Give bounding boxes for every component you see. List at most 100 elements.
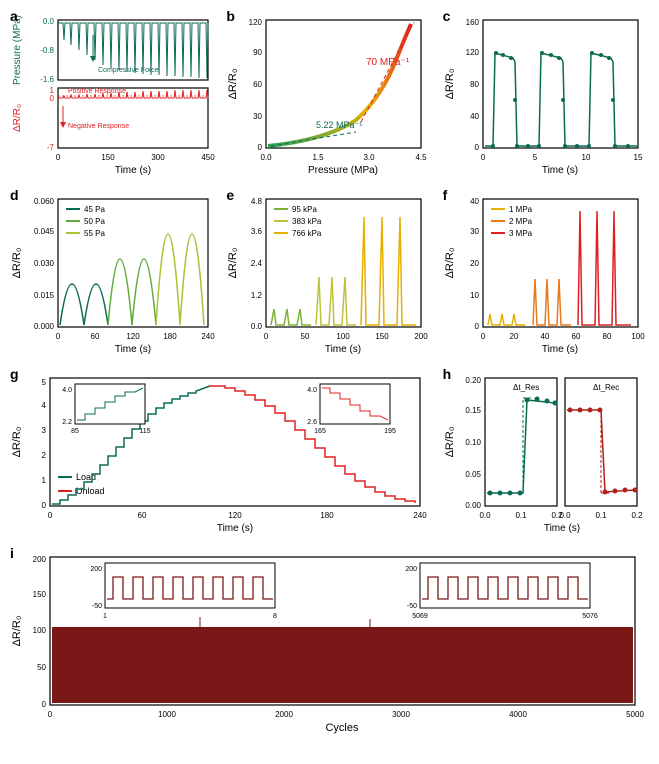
svg-text:ΔR/R₀: ΔR/R₀: [444, 69, 456, 100]
svg-text:60: 60: [138, 511, 147, 520]
svg-text:180: 180: [163, 332, 177, 341]
svg-text:90: 90: [253, 48, 262, 57]
svg-text:ΔR/R₀: ΔR/R₀: [444, 248, 456, 279]
svg-text:4000: 4000: [509, 710, 527, 719]
svg-text:0: 0: [48, 710, 53, 719]
svg-text:120: 120: [126, 332, 140, 341]
svg-text:0.0: 0.0: [261, 153, 273, 162]
svg-text:45 Pa: 45 Pa: [84, 205, 105, 214]
svg-text:2.4: 2.4: [251, 259, 263, 268]
svg-text:Time (s): Time (s): [115, 344, 151, 355]
svg-text:100: 100: [33, 626, 47, 635]
svg-text:120: 120: [249, 18, 263, 27]
svg-text:165: 165: [314, 428, 326, 435]
panel-h: h ΔR/R₀ 0.00 0.05 0.10 0.15 0.20 0.0 0.1…: [441, 366, 651, 541]
svg-text:0.1: 0.1: [595, 511, 607, 520]
svg-text:1: 1: [103, 613, 107, 620]
svg-text:0: 0: [48, 511, 53, 520]
svg-text:4.8: 4.8: [251, 197, 263, 206]
panel-c-svg: ΔR/R₀ 0 40 80 120 160 0 5 10 15 Time (s): [441, 8, 651, 178]
svg-text:1.5: 1.5: [313, 153, 325, 162]
svg-text:240: 240: [413, 511, 427, 520]
svg-text:0: 0: [56, 332, 61, 341]
svg-text:20: 20: [509, 332, 518, 341]
panel-i-svg: ΔR/R₀ 0 50 100 150 200 0 1000 2000 3000 …: [8, 545, 651, 735]
svg-text:115: 115: [139, 428, 150, 435]
svg-text:2 MPa: 2 MPa: [509, 217, 533, 226]
svg-text:85: 85: [71, 428, 79, 435]
svg-text:0.030: 0.030: [34, 259, 55, 268]
svg-text:-7: -7: [47, 143, 55, 152]
svg-text:200: 200: [405, 566, 417, 573]
svg-text:Time (s): Time (s): [325, 344, 361, 355]
svg-text:4.5: 4.5: [416, 153, 428, 162]
panel-d-svg: ΔR/R₀ 0.000 0.015 0.030 0.045 0.060 0 60…: [8, 187, 218, 357]
svg-text:3.6: 3.6: [251, 227, 263, 236]
svg-text:60: 60: [253, 80, 262, 89]
svg-text:100: 100: [631, 332, 645, 341]
svg-text:0: 0: [50, 94, 55, 103]
svg-text:5: 5: [532, 153, 537, 162]
svg-text:ΔR/R₀: ΔR/R₀: [12, 104, 23, 132]
svg-text:2.2: 2.2: [62, 419, 72, 426]
svg-text:150: 150: [376, 332, 390, 341]
svg-text:-0.8: -0.8: [40, 46, 54, 55]
svg-text:-1.6: -1.6: [40, 75, 54, 84]
svg-text:2.6: 2.6: [307, 419, 317, 426]
svg-text:0.0: 0.0: [251, 322, 263, 331]
svg-text:Cycles: Cycles: [325, 722, 359, 734]
svg-text:0: 0: [258, 143, 263, 152]
svg-text:0.20: 0.20: [465, 376, 481, 385]
svg-text:Compressive Force: Compressive Force: [98, 67, 159, 74]
panel-i: i ΔR/R₀ 0 50 100 150 200 0 1000 2000 300…: [8, 545, 651, 740]
svg-text:4: 4: [42, 401, 47, 410]
svg-text:100: 100: [337, 332, 351, 341]
svg-text:80: 80: [470, 80, 479, 89]
panel-f: f ΔR/R₀ 0 10 20 30 40 0 20 40 60 80 100 …: [441, 187, 651, 362]
svg-text:60: 60: [571, 332, 580, 341]
panel-b: b ΔR/R₀ 0 30 60 90 120 0.0 1.5 3.0: [224, 8, 434, 183]
svg-text:1: 1: [42, 476, 47, 485]
svg-text:80: 80: [602, 332, 611, 341]
panel-e: e ΔR/R₀ 0.0 1.2 2.4 3.6 4.8 0 50 100 150…: [224, 187, 434, 362]
svg-text:0: 0: [42, 501, 47, 510]
svg-text:Δt_Res: Δt_Res: [513, 383, 539, 392]
svg-text:30: 30: [253, 112, 262, 121]
svg-text:0.00: 0.00: [465, 501, 481, 510]
svg-text:0: 0: [480, 332, 485, 341]
svg-text:195: 195: [384, 428, 396, 435]
svg-text:5069: 5069: [412, 613, 428, 620]
svg-text:Δt_Rec: Δt_Rec: [593, 383, 619, 392]
panel-f-svg: ΔR/R₀ 0 10 20 30 40 0 20 40 60 80 100 Ti…: [441, 187, 651, 357]
svg-text:0.015: 0.015: [34, 291, 55, 300]
svg-text:0.0: 0.0: [43, 17, 55, 26]
svg-text:50 Pa: 50 Pa: [84, 217, 105, 226]
svg-text:0: 0: [474, 143, 479, 152]
svg-text:Time (s): Time (s): [217, 523, 253, 534]
svg-text:1 MPa: 1 MPa: [509, 205, 533, 214]
panel-b-svg: ΔR/R₀ 0 30 60 90 120 0.0 1.5 3.0 4.5 Pre…: [224, 8, 434, 178]
svg-text:1000: 1000: [158, 710, 176, 719]
svg-text:5076: 5076: [582, 613, 598, 620]
svg-text:10: 10: [581, 153, 590, 162]
svg-text:0.15: 0.15: [465, 406, 481, 415]
svg-text:95 kPa: 95 kPa: [292, 205, 317, 214]
svg-text:Positive Response: Positive Response: [68, 88, 126, 95]
svg-text:ΔR/R₀: ΔR/R₀: [11, 248, 23, 279]
svg-text:50: 50: [301, 332, 310, 341]
svg-text:4.0: 4.0: [62, 387, 72, 394]
svg-text:40: 40: [540, 332, 549, 341]
svg-text:4.0: 4.0: [307, 387, 317, 394]
svg-text:8: 8: [273, 613, 277, 620]
svg-text:3 MPa: 3 MPa: [509, 229, 533, 238]
svg-text:120: 120: [465, 48, 479, 57]
svg-text:15: 15: [633, 153, 642, 162]
svg-text:383 kPa: 383 kPa: [292, 217, 322, 226]
a-top-ylabel: Pressure (MPa): [12, 15, 23, 85]
panel-g: g ΔR/R₀ 0 1 2 3 4 5 0 60 120 180 240 Tim…: [8, 366, 435, 541]
figure-grid: a Pressure (MPa) 0.0 -0.8 -1.6 Compressi…: [8, 8, 651, 740]
svg-text:ΔR/R₀: ΔR/R₀: [11, 616, 23, 647]
svg-text:2: 2: [42, 451, 47, 460]
svg-text:5000: 5000: [626, 710, 644, 719]
svg-text:0.05: 0.05: [465, 470, 481, 479]
